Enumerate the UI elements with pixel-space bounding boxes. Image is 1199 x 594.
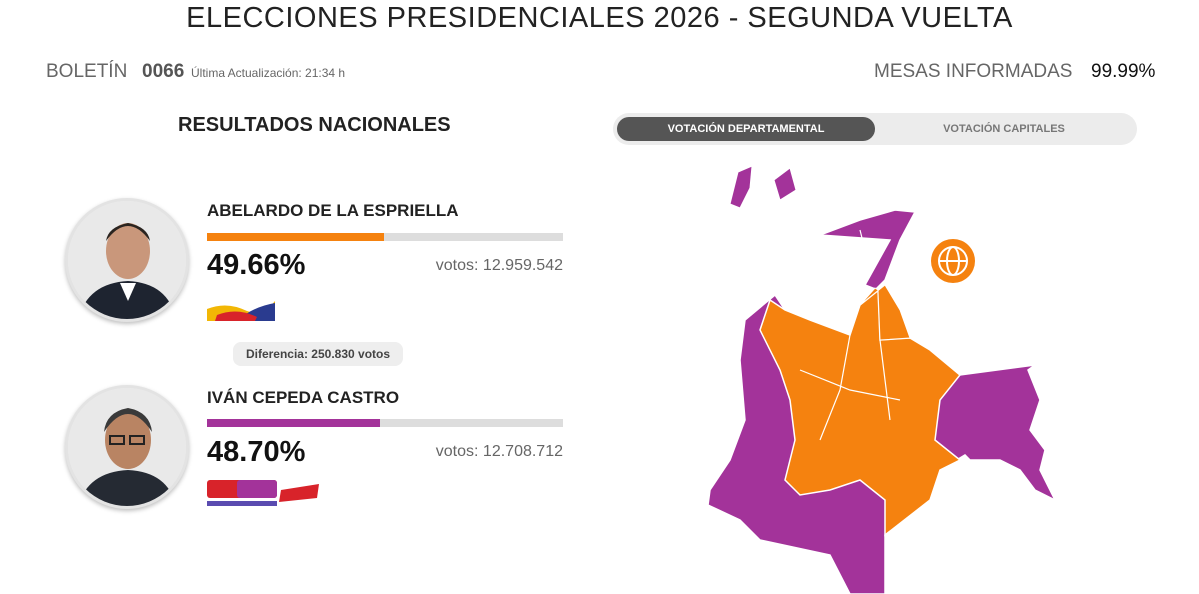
photo-art — [68, 201, 186, 319]
candidate-name: ABELARDO DE LA ESPRIELLA — [207, 201, 459, 220]
photo-art — [68, 388, 186, 506]
candidate-votes: votos: 12.959.542 — [313, 257, 563, 275]
votes-label: votos: — [435, 257, 479, 274]
tables-label: MESAS INFORMADAS — [874, 61, 1073, 82]
update-time: Última Actualización: 21:34 h — [191, 66, 346, 80]
section-title: RESULTADOS NACIONALES — [178, 114, 451, 136]
vote-bar — [207, 233, 384, 241]
difference-pill: Diferencia: 250.830 votos — [233, 342, 403, 366]
vote-bar — [207, 419, 381, 427]
bar-track — [207, 233, 563, 241]
candidate-photo — [65, 198, 189, 322]
party-logo — [207, 293, 275, 321]
votes-value: 12.959.542 — [482, 257, 563, 274]
votes-value: 12.708.712 — [482, 443, 563, 460]
tab-active[interactable]: VOTACIÓN DEPARTAMENTAL — [617, 117, 875, 141]
tab-bar: VOTACIÓN DEPARTAMENTAL VOTACIÓN CAPITALE… — [613, 113, 1137, 145]
party-logo — [207, 480, 319, 506]
bar-track — [207, 419, 563, 427]
bulletin-label: BOLETÍN — [46, 61, 128, 82]
candidate-name: IVÁN CEPEDA CASTRO — [207, 388, 400, 407]
candidate-percent: 48.70% — [207, 436, 306, 468]
candidate-photo — [65, 385, 189, 509]
bulletin-number: 0066 — [142, 61, 185, 82]
page-title: ELECCIONES PRESIDENCIALES 2026 - SEGUNDA… — [186, 2, 1013, 34]
department-map — [707, 165, 1057, 594]
tab[interactable]: VOTACIÓN CAPITALES — [943, 123, 1065, 135]
votes-label: votos: — [435, 443, 479, 460]
candidate-percent: 49.66% — [207, 249, 306, 281]
tables-value: 99.99% — [1091, 61, 1156, 82]
candidate-votes: votos: 12.708.712 — [313, 443, 563, 461]
